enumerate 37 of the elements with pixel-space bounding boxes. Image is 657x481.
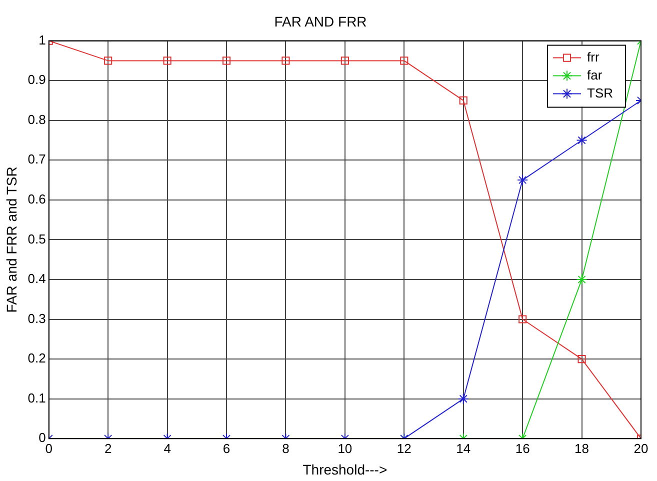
y-tick-label: 0.8 [28, 112, 46, 127]
x-tick-label: 14 [456, 440, 471, 456]
legend-label: far [587, 67, 603, 82]
chart-title: FAR AND FRR [274, 13, 367, 30]
x-tick-label: 8 [282, 440, 290, 456]
legend-label: frr [587, 49, 600, 64]
point [517, 174, 528, 186]
y-tick-label: 0.5 [28, 231, 46, 246]
point [282, 56, 290, 65]
point [576, 274, 588, 285]
y-tick-label: 0 [38, 430, 46, 446]
x-axis-title: Threshold---> [302, 461, 388, 478]
y-tick-label: 0.2 [28, 350, 46, 366]
x-tick-label: 6 [222, 440, 230, 456]
point [163, 56, 172, 65]
x-tick-label: 20 [634, 440, 648, 456]
x-tick-label: 18 [574, 440, 590, 456]
y-tick-label: 0.1 [28, 390, 46, 406]
point [400, 56, 408, 65]
point [222, 56, 231, 65]
y-tick-label: 0.7 [28, 152, 46, 167]
y-tick-label: 0.6 [28, 192, 46, 206]
x-tick-label: 12 [396, 440, 412, 456]
point [459, 96, 468, 105]
x-tick-label: 10 [338, 440, 352, 456]
y-tick-label: 0.9 [28, 72, 46, 88]
x-tick-label: 2 [104, 440, 112, 456]
x-tick-label: 16 [515, 440, 530, 456]
y-tick-label: 0.4 [28, 271, 46, 286]
y-tick-label: 0.3 [28, 310, 46, 326]
y-axis-title: FAR and FRR and TSR [3, 166, 20, 313]
point [104, 56, 112, 65]
point [576, 134, 588, 146]
legend-label: TSR [587, 85, 613, 100]
y-tick-label: 1 [38, 32, 46, 48]
x-tick-label: 4 [164, 440, 171, 456]
point [340, 56, 349, 65]
